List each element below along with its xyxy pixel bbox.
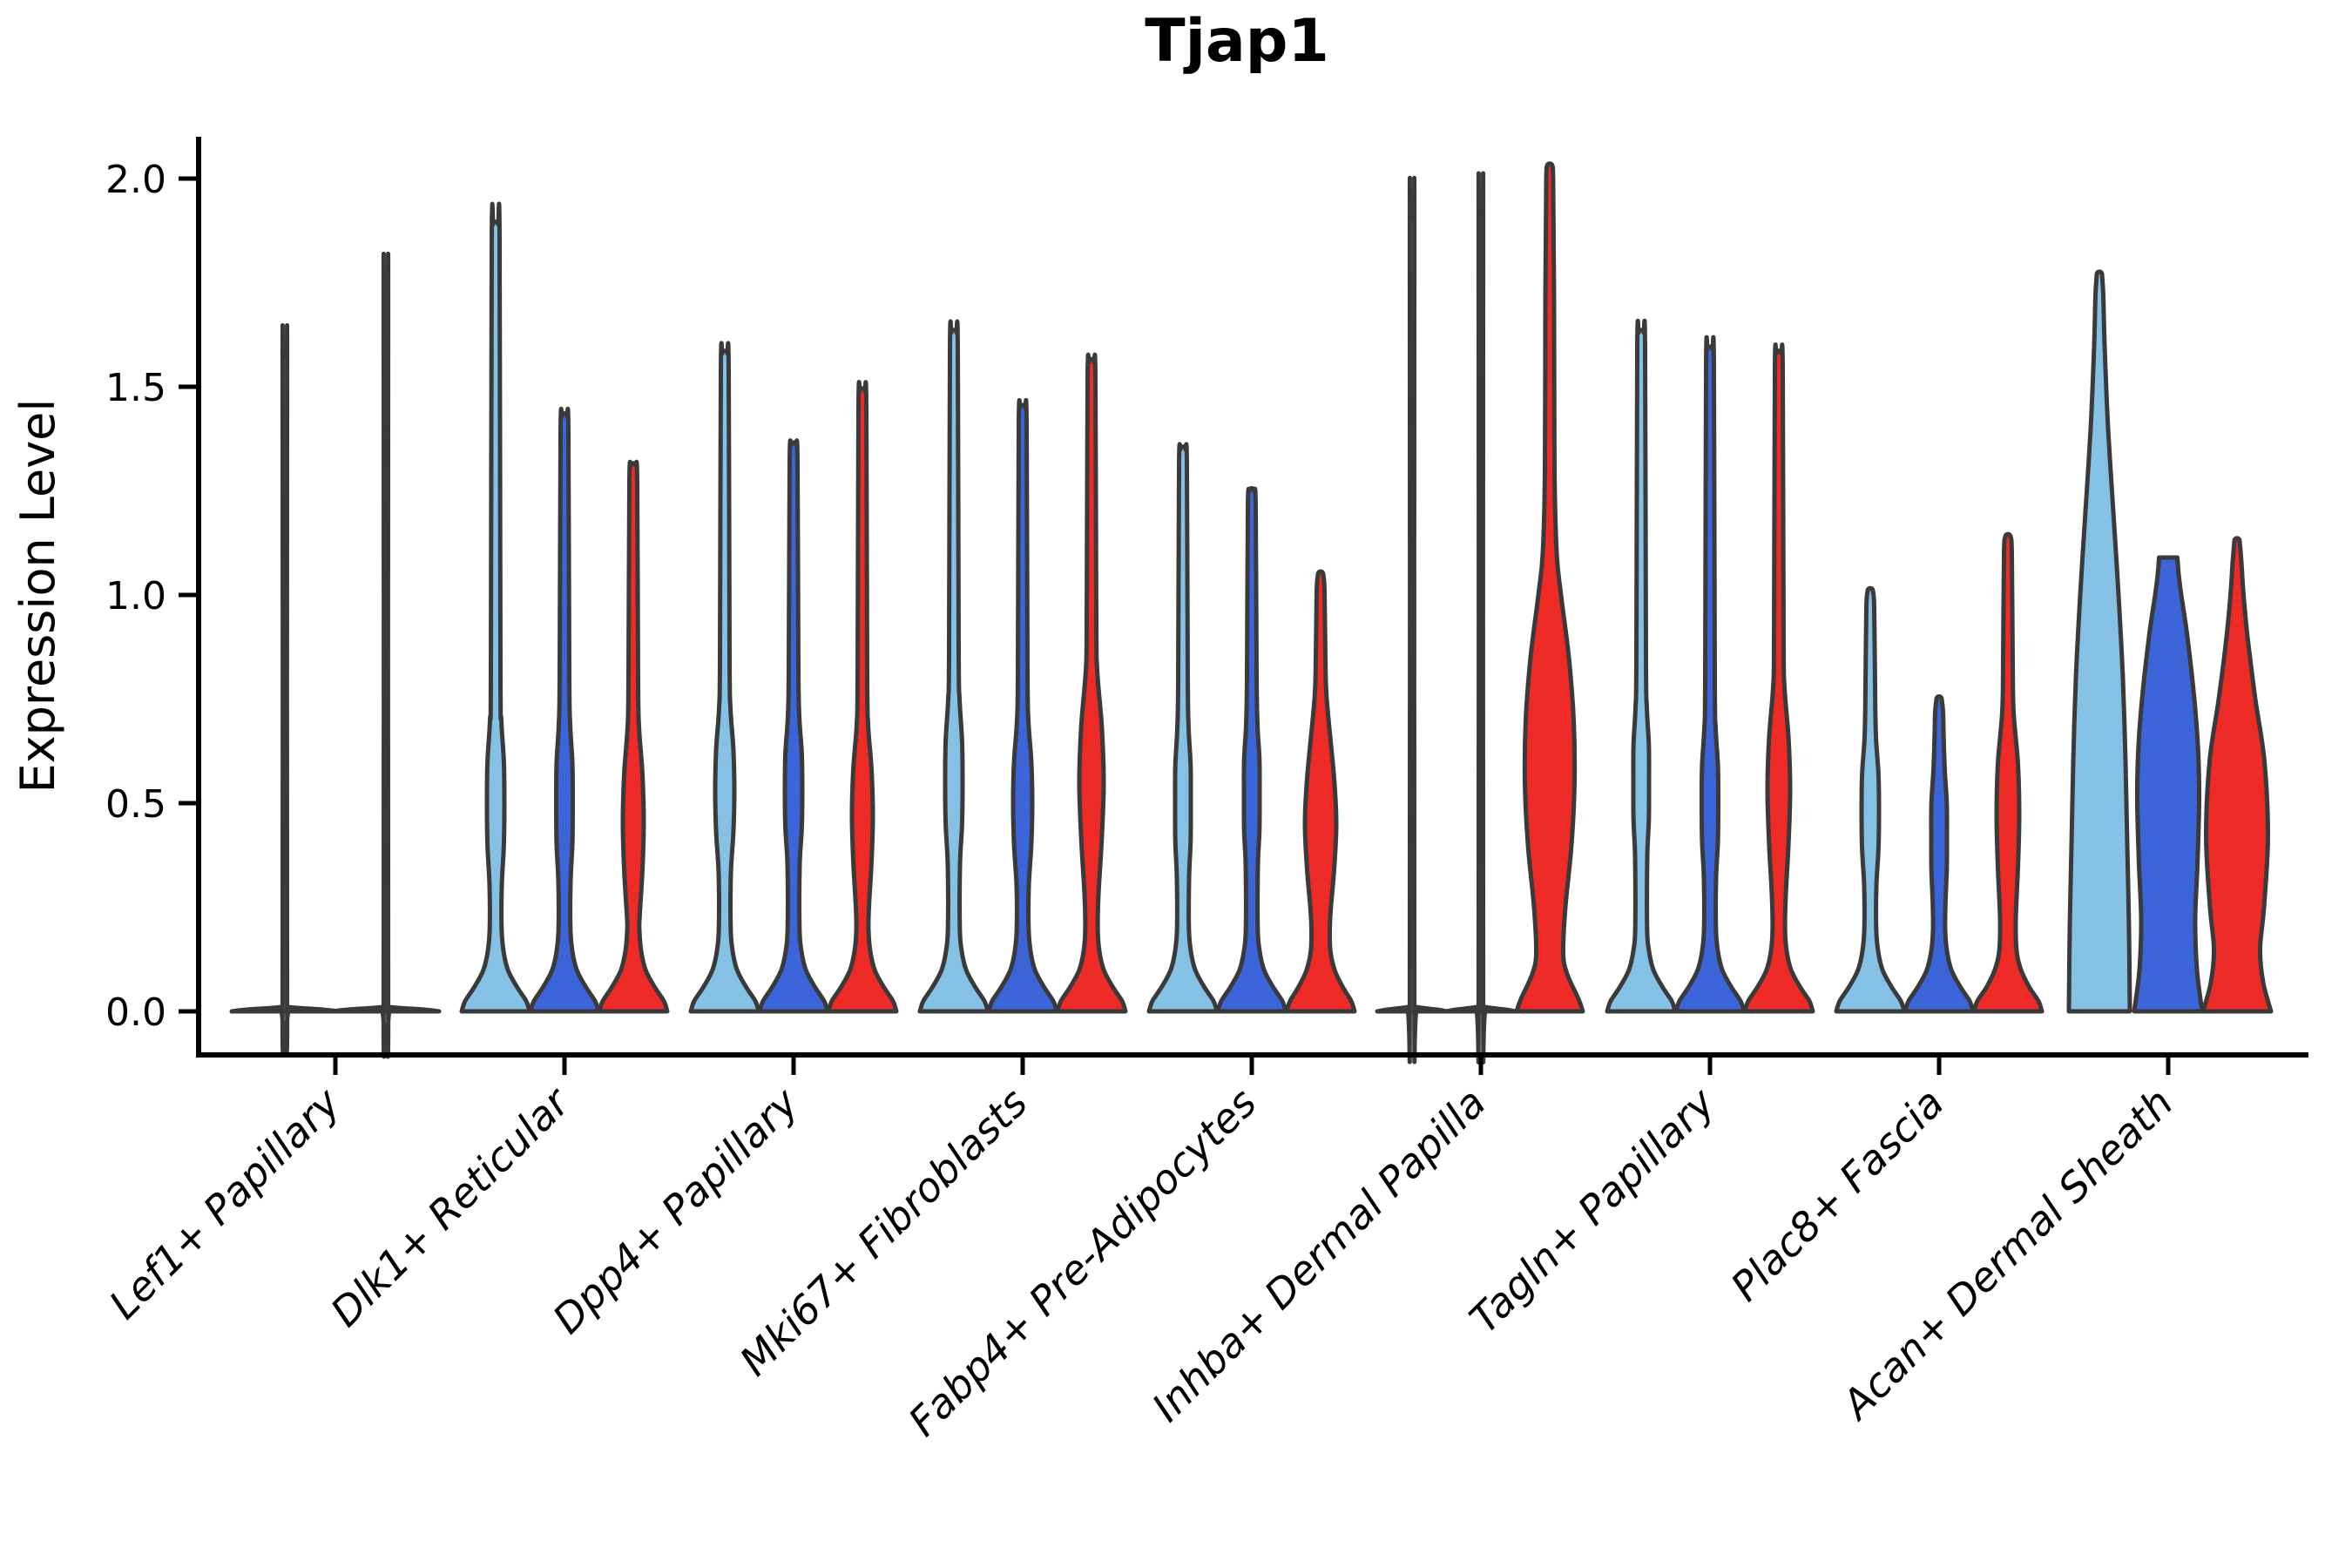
violin-blue_dark	[2132, 555, 2205, 1014]
violin-blue_light	[1146, 442, 1220, 1014]
violin-red	[597, 459, 670, 1014]
violin-red	[1971, 531, 2044, 1014]
violin-blue_light	[917, 319, 990, 1014]
y-tick-label: 1.5	[105, 366, 166, 410]
violin-blue_dark	[1903, 694, 1976, 1014]
y-axis-label: Expression Level	[10, 399, 65, 794]
violin-blue_dark	[528, 406, 601, 1014]
violin-blue_dark	[1673, 335, 1747, 1014]
y-tick-label: 0.0	[105, 990, 166, 1035]
violin-red	[2200, 536, 2274, 1014]
violin-blue_light	[688, 341, 761, 1014]
chart-title: Tjap1	[1145, 7, 1329, 76]
violin-red	[1055, 352, 1128, 1014]
y-tick-label: 1.0	[105, 574, 166, 618]
violin-blue_dark	[1443, 171, 1518, 1064]
violin-series-layer	[229, 161, 2274, 1064]
y-tick-label: 0.5	[105, 782, 166, 827]
y-tick-label: 2.0	[105, 158, 166, 202]
violin-blue_dark	[1215, 486, 1288, 1014]
violin-blue_dark	[757, 438, 830, 1014]
violin-red	[1742, 342, 1815, 1014]
violin-red	[1284, 569, 1357, 1014]
violin-red	[826, 380, 899, 1014]
violin-blue_light	[459, 201, 532, 1014]
violin-red	[1514, 161, 1585, 1014]
y-axis-ticks: 0.0 0.5 1.0 1.5 2.0	[105, 158, 199, 1035]
violin-blue_light	[2066, 269, 2132, 1014]
violin-blue_light	[1834, 585, 1907, 1014]
violin-blue_light	[1605, 319, 1678, 1014]
violin-blue_dark	[986, 398, 1059, 1014]
violin-blue_light	[229, 322, 341, 1054]
